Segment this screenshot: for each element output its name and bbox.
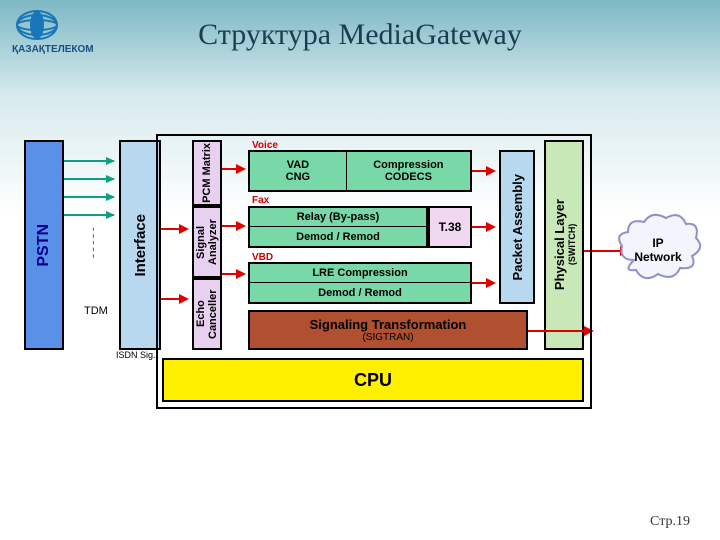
block-packet: Packet Assembly xyxy=(499,150,535,304)
diagram: PSTN ----- Interface TDM ISDN Sig. PCM M… xyxy=(24,130,704,430)
block-echo: Echo Canceller xyxy=(192,278,222,350)
label-tdm: TDM xyxy=(84,305,108,317)
block-interface: Interface xyxy=(119,140,161,350)
block-pcm: PCM Matrix xyxy=(192,140,222,206)
block-vbd: LRE Compression Demod / Remod xyxy=(248,262,472,304)
block-cpu: CPU xyxy=(162,358,584,402)
block-t38: T.38 xyxy=(428,206,472,248)
block-fax: Relay (By-pass) Demod / Remod xyxy=(248,206,428,248)
label-fax: Fax xyxy=(252,195,269,206)
block-physical: Physical Layer (SWITCH) xyxy=(544,140,584,350)
block-signal: Signal Analyzer xyxy=(192,206,222,278)
dashes: ----- xyxy=(84,225,100,258)
page-title: Структура MediaGateway xyxy=(0,18,720,52)
page-footer: Стр.19 xyxy=(650,514,690,530)
label-isdn: ISDN Sig. xyxy=(116,350,156,360)
cloud-ip: IP Network xyxy=(614,210,702,290)
block-voice: VAD CNG Compression CODECS xyxy=(248,150,472,192)
block-pstn: PSTN xyxy=(24,140,64,350)
block-signaling: Signaling Transformation (SIGTRAN) xyxy=(248,310,528,350)
